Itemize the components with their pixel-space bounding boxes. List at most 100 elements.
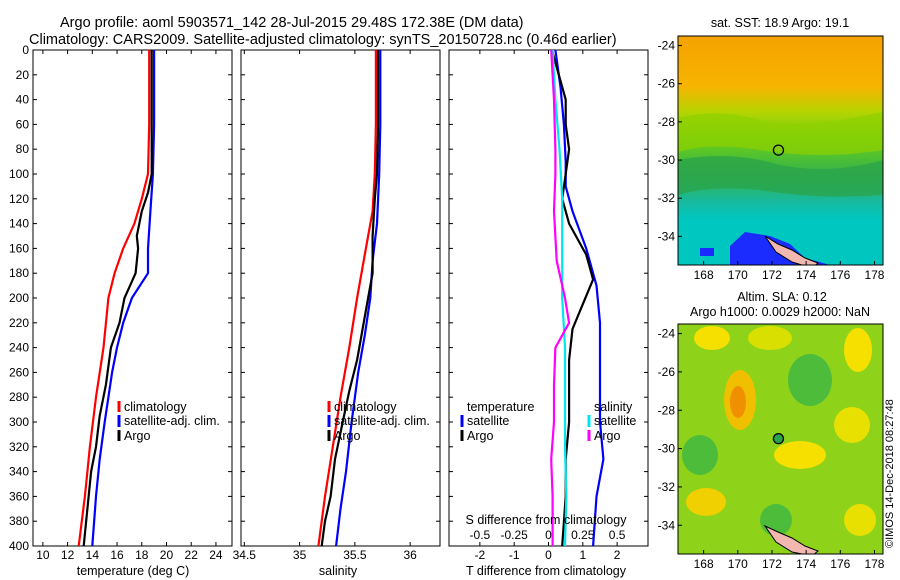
x-tick-label: 22 (185, 548, 199, 562)
sst-map-axes: 168 170 172 174 176 178 -24 -26 -28 -30 -32 -34 (658, 39, 885, 282)
y-tick-label: 40 (16, 93, 30, 107)
map-x-tick-label: 168 (694, 268, 714, 282)
axes-layer: 0204060801001201401601802002202402602803… (9, 43, 648, 562)
sla-high-blob (774, 441, 826, 469)
series-line-s-satellite (551, 49, 568, 547)
legend-label-argo: Argo (124, 429, 150, 443)
sla-high-blob (844, 328, 872, 372)
y-tick-label: 140 (9, 217, 29, 231)
map-x-tick-label: 174 (796, 268, 816, 282)
map-x-tick-label: 172 (762, 268, 782, 282)
title-line-2: Climatology: CARS2009. Satellite-adjuste… (29, 32, 617, 48)
s-difference-label: S difference from climatology (466, 513, 628, 527)
map-y-tick-label: -28 (658, 403, 676, 417)
sst-map-title: sat. SST: 18.9 Argo: 19.1 (711, 16, 849, 30)
series-line-argo (320, 50, 380, 547)
map-x-tick-label: 170 (728, 557, 748, 571)
sst-map-frame (677, 35, 884, 266)
series-line-climatology (317, 50, 377, 547)
y-tick-label: 280 (9, 390, 29, 404)
map-x-tick-label: 172 (762, 557, 782, 571)
salinity-legend: climatology satellite-adj. clim. Argo (327, 400, 430, 443)
x-tick-label: 16 (110, 548, 124, 562)
y-tick-label: 120 (9, 192, 29, 206)
s-tick-label: 0 (545, 528, 552, 542)
map-y-tick-label: -34 (658, 229, 676, 243)
sst-green-band (678, 156, 883, 197)
x-tick-label: -1 (509, 548, 520, 562)
difference-xlabel: T difference from climatology (466, 564, 627, 578)
y-tick-label: 240 (9, 341, 29, 355)
sst-warm-patch (678, 112, 883, 155)
y-tick-label: 400 (9, 539, 29, 553)
s-tick-label: 0.25 (571, 528, 595, 542)
x-tick-label: 0 (545, 548, 552, 562)
difference-legend: temperature satellite Argo salinity sate… (460, 400, 636, 443)
sla-high-blob (844, 504, 876, 536)
map-x-tick-label: 176 (830, 557, 850, 571)
legend-label-s-satellite: satellite (594, 414, 636, 428)
x-tick-label: 35 (293, 548, 307, 562)
map-y-tick-label: -34 (658, 518, 676, 532)
series-layer (77, 49, 605, 547)
x-tick-label: 34.5 (233, 548, 257, 562)
map-y-tick-label: -28 (658, 115, 676, 129)
y-tick-label: 360 (9, 489, 29, 503)
sla-high-blob (834, 407, 870, 443)
coastline (763, 524, 819, 554)
legend-label-climatology: climatology (124, 400, 187, 414)
legend-title-salinity: salinity (594, 400, 633, 414)
map-x-tick-label: 170 (728, 268, 748, 282)
y-tick-label: 20 (16, 68, 30, 82)
map-x-tick-label: 174 (796, 557, 816, 571)
legend-label-s-argo: Argo (594, 429, 620, 443)
x-tick-label: 12 (61, 548, 75, 562)
x-tick-label: 2 (614, 548, 621, 562)
sla-map (678, 324, 883, 554)
argo-location-marker (772, 432, 785, 445)
x-tick-label: 1 (579, 548, 586, 562)
x-tick-label: 36 (403, 548, 417, 562)
s-tick-label: -0.5 (470, 528, 491, 542)
s-tick-label: 0.5 (609, 528, 626, 542)
map-x-tick-label: 178 (864, 557, 884, 571)
legend-title-temperature: temperature (467, 400, 534, 414)
y-tick-label: 0 (22, 43, 29, 57)
x-tick-label: 18 (135, 548, 149, 562)
temperature-xlabel: temperature (deg C) (77, 564, 190, 578)
y-tick-label: 160 (9, 241, 29, 255)
x-tick-label: 10 (36, 548, 50, 562)
series-line-argo (82, 50, 153, 547)
x-tick-label: 20 (160, 548, 174, 562)
y-tick-label: 260 (9, 365, 29, 379)
map-y-tick-label: -26 (658, 77, 676, 91)
y-tick-label: 300 (9, 415, 29, 429)
map-x-tick-label: 176 (830, 268, 850, 282)
legend-label-satellite: satellite-adj. clim. (334, 414, 430, 428)
series-line-t-argo (550, 49, 595, 547)
map-y-tick-label: -24 (658, 327, 676, 341)
sla-low-blob (788, 354, 832, 406)
x-tick-label: 14 (86, 548, 100, 562)
series-line-climatology (77, 50, 151, 547)
map-y-tick-label: -32 (658, 480, 676, 494)
y-tick-label: 80 (16, 142, 30, 156)
map-y-tick-label: -26 (658, 365, 676, 379)
sla-map-frame (677, 323, 884, 555)
legend-label-t-argo: Argo (467, 429, 493, 443)
legend-label-t-satellite: satellite (467, 414, 509, 428)
map-x-tick-label: 178 (864, 268, 884, 282)
map-y-tick-label: -32 (658, 191, 676, 205)
x-tick-label: -2 (475, 548, 486, 562)
legend-label-satellite: satellite-adj. clim. (124, 414, 220, 428)
series-line-satellite-adj-clim- (335, 50, 382, 547)
sla-low-blob (682, 435, 718, 475)
sst-cold-patch (700, 248, 714, 256)
sla-map-subtitle: Argo h1000: 0.0029 h2000: NaN (690, 305, 870, 319)
x-tick-label: 24 (209, 548, 223, 562)
credit-label: ©IMOS 14-Dec-2018 08:27:48 (884, 399, 896, 548)
map-x-tick-label: 168 (694, 557, 714, 571)
x-tick-label: 35.5 (343, 548, 367, 562)
argo-location-marker (772, 144, 785, 156)
